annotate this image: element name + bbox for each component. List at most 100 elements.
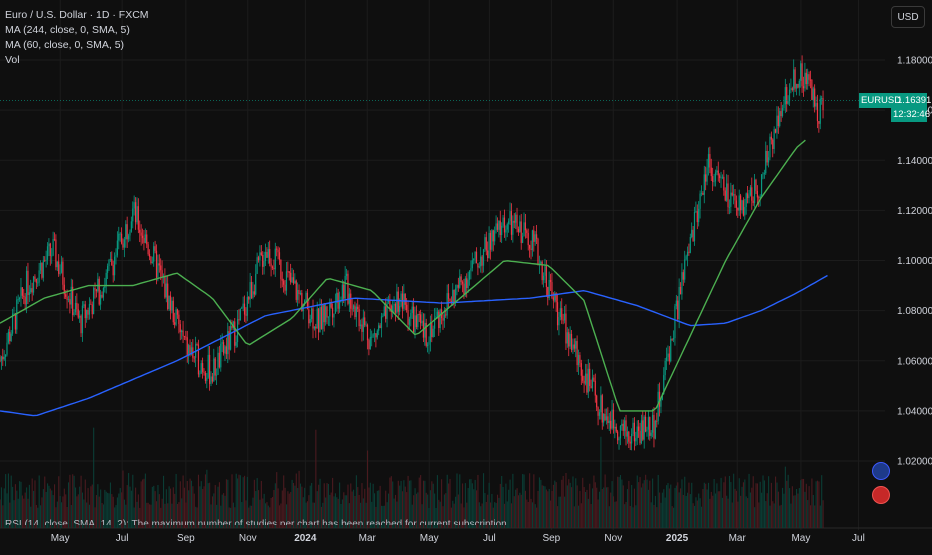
- candle-body: [59, 272, 61, 274]
- volume-bar: [323, 483, 325, 528]
- volume-bar: [95, 495, 98, 528]
- volume-bar: [552, 484, 554, 528]
- candle-body: [508, 221, 510, 224]
- volume-bar: [344, 495, 346, 528]
- volume-bar: [93, 427, 95, 528]
- candle-body: [406, 304, 408, 311]
- candle-body: [417, 314, 419, 328]
- volume-bar: [687, 492, 689, 528]
- candle-body: [524, 222, 527, 231]
- candle-body: [468, 271, 471, 280]
- volume-bar: [464, 483, 466, 528]
- y-tick-label: 1.10000: [897, 256, 932, 267]
- volume-bar: [789, 488, 791, 528]
- candle-body: [692, 229, 694, 242]
- economic-event-icon[interactable]: [872, 462, 890, 480]
- candle-body: [16, 299, 18, 330]
- candle-body: [248, 296, 250, 300]
- volume-bar: [727, 498, 729, 528]
- volume-bar: [167, 503, 169, 528]
- x-tick-label: Jul: [483, 533, 496, 544]
- volume-bar: [470, 479, 472, 528]
- volume-bar: [260, 480, 262, 528]
- candle-body: [696, 211, 698, 223]
- candle-body: [481, 256, 483, 266]
- candle-body: [308, 309, 310, 324]
- volume-bar: [583, 487, 585, 528]
- candle-body: [626, 431, 629, 437]
- candle-body: [167, 283, 169, 309]
- candle-body: [63, 284, 65, 295]
- x-tick-label: May: [51, 533, 70, 544]
- candle-body: [513, 220, 515, 223]
- volume-bar: [207, 483, 209, 528]
- earnings-flag-icon[interactable]: [872, 486, 890, 504]
- candle-body: [716, 170, 718, 173]
- candle-body: [452, 289, 454, 304]
- volume-bar: [355, 475, 357, 528]
- candle-body: [746, 193, 749, 199]
- volume-bar: [112, 496, 114, 528]
- volume-bar: [16, 490, 18, 528]
- volume-bar: [156, 501, 158, 528]
- volume-bar: [421, 504, 423, 528]
- volume-bar: [142, 479, 144, 528]
- candle-body: [805, 72, 807, 85]
- volume-bar: [12, 486, 14, 528]
- symbol-title[interactable]: Euro / U.S. Dollar · 1D · FXCM: [5, 9, 149, 21]
- volume-bar: [597, 499, 599, 528]
- candle-body: [242, 303, 244, 308]
- ma60-legend[interactable]: MA (60, close, 0, SMA, 5): [5, 39, 125, 51]
- candle-body: [172, 300, 174, 323]
- candle-body: [357, 306, 359, 310]
- candle-body: [260, 252, 262, 255]
- candle-body: [470, 268, 472, 272]
- volume-bar: [524, 490, 527, 528]
- volume-bar: [372, 483, 374, 528]
- volume-bar: [162, 475, 165, 528]
- volume-bar: [234, 507, 236, 528]
- candle-body: [480, 256, 482, 267]
- volume-bar: [522, 474, 524, 528]
- volume-bar: [555, 482, 557, 528]
- candle-body: [222, 342, 225, 354]
- candle-body: [113, 256, 116, 276]
- candle-body: [327, 316, 329, 318]
- candle-body: [27, 270, 29, 295]
- volume-bar: [9, 502, 11, 528]
- candle-body: [624, 420, 626, 431]
- volume-bar: [540, 479, 542, 528]
- candle-body: [516, 214, 518, 229]
- volume-bar: [482, 473, 485, 528]
- volume-bar: [752, 476, 754, 528]
- candle-body: [672, 338, 675, 340]
- volume-bar: [790, 503, 792, 528]
- volume-bar: [689, 494, 691, 528]
- candle-body: [239, 308, 241, 321]
- volume-bar: [744, 479, 746, 528]
- candle-body: [11, 313, 14, 334]
- currency-button[interactable]: USD: [891, 6, 925, 28]
- ma244-legend[interactable]: MA (244, close, 0, SMA, 5): [5, 24, 130, 36]
- volume-bar: [151, 486, 153, 528]
- candle-body: [752, 200, 754, 204]
- candle-body: [762, 173, 764, 175]
- volume-bar: [340, 503, 342, 528]
- candle-body: [790, 88, 792, 90]
- volume-bar: [230, 507, 232, 528]
- volume-bar: [188, 490, 190, 528]
- volume-legend[interactable]: Vol: [5, 54, 20, 66]
- volume-bar: [297, 487, 299, 528]
- candle-body: [267, 249, 269, 258]
- volume-bar: [281, 490, 283, 528]
- candle-body: [322, 304, 324, 330]
- volume-bar: [262, 498, 264, 528]
- volume-bar: [628, 480, 630, 528]
- candle-body: [432, 328, 434, 338]
- candle-body: [111, 258, 113, 266]
- candle-body: [70, 286, 72, 305]
- candle-body: [699, 193, 701, 209]
- candle-body: [598, 412, 601, 416]
